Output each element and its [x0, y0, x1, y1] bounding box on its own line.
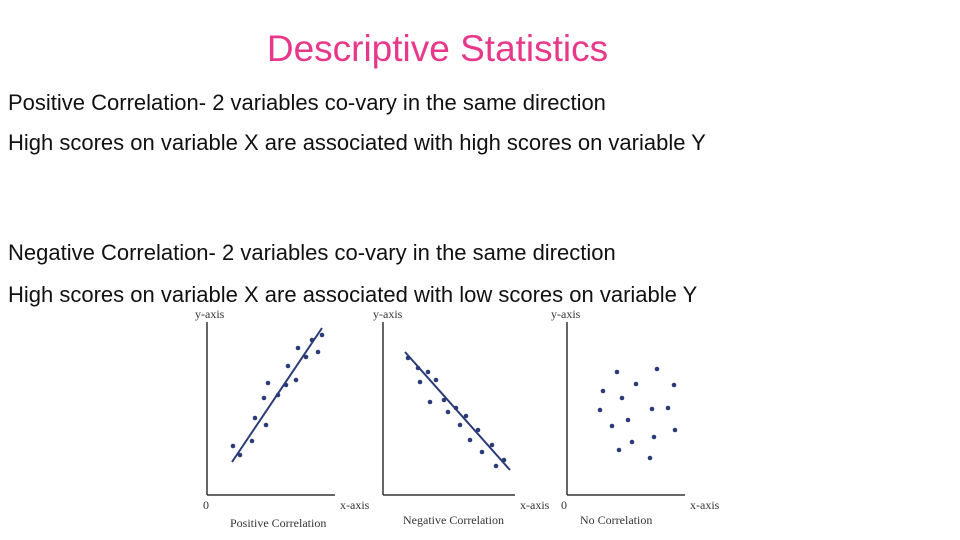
- figure-negative: y-axis x-axis Negative Correlation: [373, 307, 550, 527]
- origin-label: 0: [203, 498, 209, 512]
- y-axis-label: y-axis: [195, 307, 225, 321]
- figure-caption: Positive Correlation: [230, 516, 326, 530]
- paragraph-text: High scores on variable X are associated…: [8, 282, 698, 307]
- paragraph-heading: Positive Correlation- 2 variables co-var…: [8, 90, 606, 115]
- figure-caption: No Correlation: [580, 513, 652, 527]
- paragraph-heading: Negative Correlation- 2 variables co-var…: [8, 240, 616, 265]
- x-axis-label: x-axis: [340, 498, 370, 512]
- y-axis-label: y-axis: [373, 307, 403, 321]
- x-axis-label: x-axis: [690, 498, 720, 512]
- paragraph-text: High scores on variable X are associated…: [8, 130, 706, 155]
- slide-title: Descriptive Statistics: [266, 28, 609, 69]
- x-axis-label: x-axis: [520, 498, 550, 512]
- y-axis-label: y-axis: [551, 307, 581, 321]
- origin-label: 0: [561, 498, 567, 512]
- figure-positive: y-axis 0 x-axis Positive Correlation: [195, 307, 370, 530]
- figure-none: y-axis 0 x-axis No Correlation: [551, 307, 720, 527]
- figure-caption: Negative Correlation: [403, 513, 504, 527]
